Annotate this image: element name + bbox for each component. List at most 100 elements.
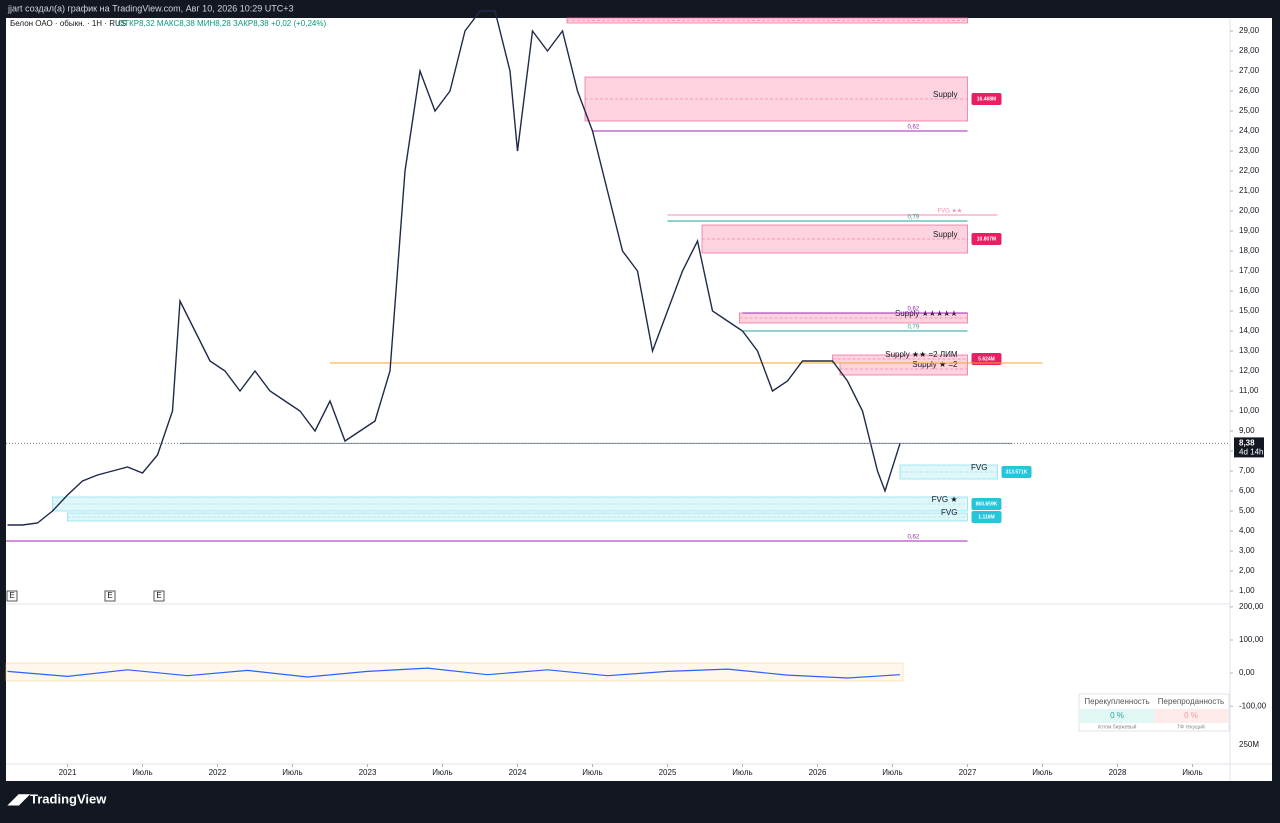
x-tick-label: Июль	[582, 768, 602, 777]
y-tick-label: 2,00	[1239, 566, 1255, 575]
earnings-marker	[6, 590, 18, 602]
y-tick-label: -100,00	[1239, 701, 1267, 710]
logo: ◢◤	[7, 791, 31, 807]
table-value: 0 %	[1110, 711, 1124, 720]
table-header: Перекупленность	[1084, 697, 1149, 706]
zone-label: FVG	[941, 508, 957, 517]
y-tick-label: 13,00	[1239, 346, 1260, 355]
level-label: 0,62	[908, 125, 920, 131]
zone-label: Supply ★★ =2 ЛИМ	[885, 350, 958, 359]
table-note: ТФ текущий	[1177, 723, 1205, 730]
y-tick-label: 18,00	[1239, 246, 1260, 255]
ohlc-legend: ОТКР8,32 МАКС8,38 МИН8,28 ЗАКР8,38 +0,02…	[118, 19, 326, 28]
logo-text: TradingView	[30, 791, 107, 806]
zone-tag	[971, 511, 1002, 523]
chart-area	[6, 18, 1272, 781]
x-tick-label: Июль	[882, 768, 902, 777]
zone-label: FVG	[971, 463, 987, 472]
x-tick-label: 2022	[209, 768, 227, 777]
zone-label: FVG ★	[932, 495, 958, 504]
y-tick-label: 100,00	[1239, 635, 1264, 644]
countdown: 4d 14h	[1239, 448, 1263, 457]
stats-table: Перекупленность Перепроданность 0 % 0 % …	[1078, 693, 1230, 732]
y-tick-label: 25,00	[1239, 106, 1260, 115]
x-tick-label: Июль	[732, 768, 752, 777]
x-tick-label: 2024	[509, 768, 527, 777]
x-tick-label: Июль	[132, 768, 152, 777]
y-tick-label: 24,00	[1239, 126, 1260, 135]
level-label: 0,79	[908, 325, 920, 331]
zone-label: Supply ★ =2	[912, 360, 958, 369]
y-tick-label: 16,00	[1239, 286, 1260, 295]
y-tick-label: 28,00	[1239, 46, 1260, 55]
level-label: FVG ★★	[938, 208, 963, 215]
level-label: 0,62	[908, 307, 920, 313]
y-tick-label: 0,00	[1239, 668, 1255, 677]
earnings-marker	[153, 590, 165, 602]
level-label: 0,79	[908, 215, 920, 221]
table-header: Перепроданность	[1158, 697, 1224, 706]
zone-tag	[971, 353, 1002, 365]
table-value: 0 %	[1184, 711, 1198, 720]
y-tick-label: 23,00	[1239, 146, 1260, 155]
x-tick-label: 2028	[1109, 768, 1127, 777]
y-tick-label: 19,00	[1239, 226, 1260, 235]
y-tick-label: 27,00	[1239, 66, 1260, 75]
zone-label: Supply ★★★★★	[895, 309, 958, 318]
y-tick-label: 11,00	[1239, 386, 1259, 395]
y-tick-label: 9,00	[1239, 426, 1255, 435]
y-tick-label: 3,00	[1239, 546, 1255, 555]
y-tick-label: 26,00	[1239, 86, 1260, 95]
table-cell	[1154, 709, 1228, 723]
zone-tag	[971, 93, 1002, 105]
x-tick-label: 2023	[359, 768, 377, 777]
x-tick-label: 2027	[959, 768, 977, 777]
zone-tag-label: 16.468M	[977, 96, 996, 102]
volume-scale-label: 250M	[1239, 740, 1259, 749]
zone-tag	[971, 233, 1002, 245]
x-tick-label: Июль	[282, 768, 302, 777]
last-price-label: 8,38	[1239, 439, 1255, 448]
y-tick-label: 6,00	[1239, 486, 1255, 495]
zone-tag	[971, 498, 1002, 510]
x-tick-label: 2021	[59, 768, 77, 777]
y-tick-label: 22,00	[1239, 166, 1260, 175]
y-tick-label: 1,00	[1239, 586, 1255, 595]
y-tick-label: 7,00	[1239, 466, 1255, 475]
x-tick-label: Июль	[1032, 768, 1052, 777]
band	[5, 662, 904, 682]
y-tick-label: 4,00	[1239, 526, 1255, 535]
y-tick-label: 200,00	[1239, 602, 1264, 611]
y-tick-label: 10,00	[1239, 406, 1260, 415]
zone-tag-label: 313.571K	[1006, 469, 1028, 475]
table-cell	[1080, 709, 1154, 723]
table-note: потом биржевый	[1098, 723, 1137, 730]
earnings-label: E	[107, 591, 112, 600]
symbol-legend: Белон ОАО · обыкн. · 1Н · RUS	[10, 19, 126, 28]
zone-tag-label: 1.116M	[978, 514, 994, 520]
y-tick-label: 14,00	[1239, 326, 1260, 335]
y-tick-label: 17,00	[1239, 266, 1260, 275]
x-tick-label: Июль	[432, 768, 452, 777]
y-tick-label: 21,00	[1239, 186, 1260, 195]
caption: jjart создал(а) график на TradingView.co…	[7, 3, 294, 13]
zone-label: Supply	[933, 230, 957, 239]
zone-tag	[1001, 466, 1032, 478]
price-line	[7, 10, 901, 526]
y-tick-label: 29,00	[1239, 26, 1260, 35]
zone-tag-label: 860.659K	[976, 501, 998, 507]
oscillator-line	[7, 667, 901, 679]
earnings-marker	[104, 590, 116, 602]
earnings-label: E	[9, 591, 14, 600]
y-tick-label: 12,00	[1239, 366, 1260, 375]
y-tick-label: 20,00	[1239, 206, 1260, 215]
zone	[584, 76, 968, 122]
last-price-tag	[1234, 437, 1264, 458]
x-tick-label: 2025	[659, 768, 677, 777]
zone-tag-label: 5.624M	[978, 356, 995, 362]
x-tick-label: 2026	[809, 768, 827, 777]
level-label: 0,62	[908, 535, 920, 541]
earnings-label: E	[156, 591, 161, 600]
x-tick-label: Июль	[1182, 768, 1202, 777]
